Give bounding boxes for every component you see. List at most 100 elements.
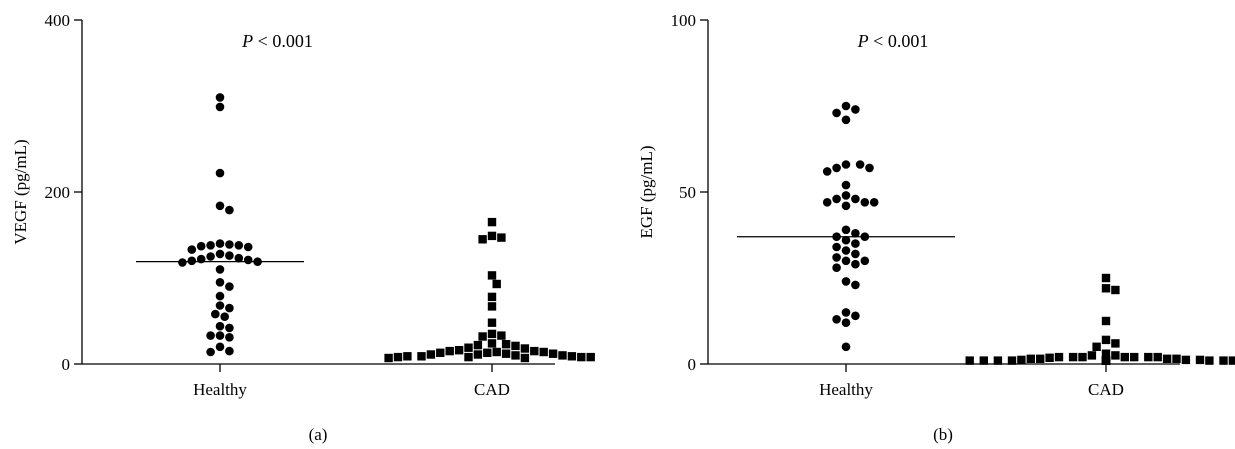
data-point-cad <box>1195 355 1205 365</box>
data-point-healthy <box>225 240 234 249</box>
data-point-cad <box>1101 284 1111 293</box>
data-point-healthy <box>832 163 841 173</box>
data-point-healthy <box>178 258 187 267</box>
data-point-cad <box>417 352 426 361</box>
data-point-healthy <box>832 253 841 262</box>
data-point-healthy <box>215 102 225 112</box>
data-point-cad <box>487 318 497 327</box>
data-point-healthy <box>206 241 215 250</box>
data-point-healthy <box>832 194 841 204</box>
x-tick-label: CAD <box>1088 380 1124 399</box>
data-point-cad <box>473 350 483 359</box>
data-point-healthy <box>215 342 225 352</box>
data-point-cad <box>586 352 595 362</box>
data-point-healthy <box>832 242 841 252</box>
data-point-cad <box>1101 273 1111 283</box>
data-point-cad <box>487 302 497 311</box>
data-point-cad <box>501 349 511 358</box>
data-point-cad <box>1007 356 1017 365</box>
data-point-cad <box>1228 356 1235 365</box>
data-point-cad <box>567 352 577 361</box>
data-point-healthy <box>211 309 220 319</box>
panel-a: 0 200 400 Healthy CAD VEGF (pg/mL) P < 0.001 (a… <box>11 11 595 444</box>
data-point-cad <box>393 352 403 362</box>
data-point-healthy <box>215 239 225 248</box>
data-point-healthy <box>206 347 215 357</box>
data-point-healthy <box>206 331 215 340</box>
data-point-cad <box>1153 352 1162 362</box>
data-point-cad <box>577 352 586 362</box>
data-point-cad <box>1068 352 1078 362</box>
data-point-cad <box>483 348 492 357</box>
data-point-healthy <box>234 241 244 250</box>
data-point-healthy <box>841 201 851 211</box>
data-point-cad <box>539 347 548 357</box>
data-point-cad <box>1162 354 1172 363</box>
y-tick-label: 200 <box>45 183 71 202</box>
data-point-cad <box>464 352 473 362</box>
y-axis-title: EGF (pg/mL) <box>637 145 656 238</box>
data-point-cad <box>384 353 393 363</box>
data-point-healthy <box>841 191 851 200</box>
data-point-cad <box>487 329 497 339</box>
data-point-cad <box>497 331 506 340</box>
data-point-healthy <box>225 282 234 291</box>
data-point-cad <box>487 231 497 241</box>
data-point-healthy <box>243 255 253 265</box>
data-point-cad <box>473 340 483 350</box>
data-point-healthy <box>851 229 860 238</box>
data-point-cad <box>1219 356 1228 365</box>
data-point-healthy <box>215 265 225 274</box>
data-point-healthy <box>832 263 841 273</box>
data-point-healthy <box>225 323 234 333</box>
data-point-cad <box>454 346 464 355</box>
data-point-cad <box>1036 354 1045 363</box>
data-point-cad <box>1045 353 1054 362</box>
data-point-cad <box>478 235 487 244</box>
data-point-healthy <box>215 291 225 301</box>
data-point-healthy <box>187 256 197 266</box>
data-point-healthy <box>832 315 841 324</box>
data-point-healthy <box>822 198 832 207</box>
data-point-cad <box>993 356 1003 365</box>
data-point-healthy <box>869 198 879 207</box>
y-tick-label: 400 <box>45 11 71 30</box>
data-point-cad <box>979 356 988 365</box>
data-point-healthy <box>851 239 860 248</box>
data-point-healthy <box>841 318 851 328</box>
x-tick-label: Healthy <box>193 380 247 399</box>
data-point-cad <box>403 352 412 361</box>
data-point-cad <box>1205 356 1214 365</box>
y-tick-label: 50 <box>679 183 696 202</box>
data-point-cad <box>1111 285 1120 295</box>
data-point-healthy <box>851 259 860 269</box>
data-point-healthy <box>243 242 253 252</box>
data-point-healthy <box>841 225 851 235</box>
x-tick-label: CAD <box>474 380 510 399</box>
data-point-cad <box>520 344 530 353</box>
panel-label: (b) <box>933 425 953 444</box>
data-point-cad <box>511 351 520 360</box>
data-point-cad <box>965 356 974 365</box>
data-point-healthy <box>841 256 851 266</box>
y-tick-label: 0 <box>688 355 697 374</box>
p-value-annotation: P < 0.001 <box>857 31 929 51</box>
data-point-healthy <box>215 301 225 310</box>
data-point-healthy <box>220 312 229 322</box>
data-point-healthy <box>851 311 860 321</box>
data-point-healthy <box>225 346 234 356</box>
data-point-healthy <box>832 108 841 118</box>
data-point-healthy <box>196 241 206 251</box>
data-point-cad <box>1144 352 1153 362</box>
data-point-healthy <box>841 342 851 352</box>
data-point-cad <box>1101 335 1111 345</box>
data-point-healthy <box>851 194 860 204</box>
panel-b: 0 50 100 Healthy CAD EGF (pg/mL) P < 0.001 (b) <box>637 11 1235 444</box>
data-point-cad <box>1017 355 1026 365</box>
data-point-healthy <box>851 249 860 259</box>
data-point-healthy <box>215 168 225 178</box>
data-point-cad <box>497 233 506 242</box>
data-point-healthy <box>860 256 870 266</box>
data-point-cad <box>492 279 501 289</box>
